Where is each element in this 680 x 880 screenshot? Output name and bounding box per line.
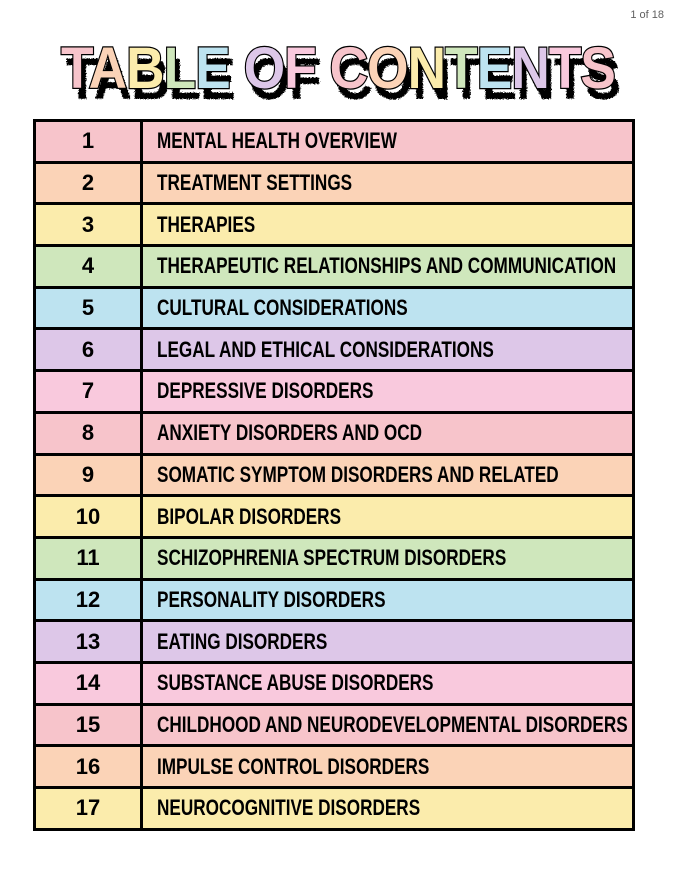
svg-text:TABLE OF CONTENTS: TABLE OF CONTENTS <box>61 36 615 101</box>
